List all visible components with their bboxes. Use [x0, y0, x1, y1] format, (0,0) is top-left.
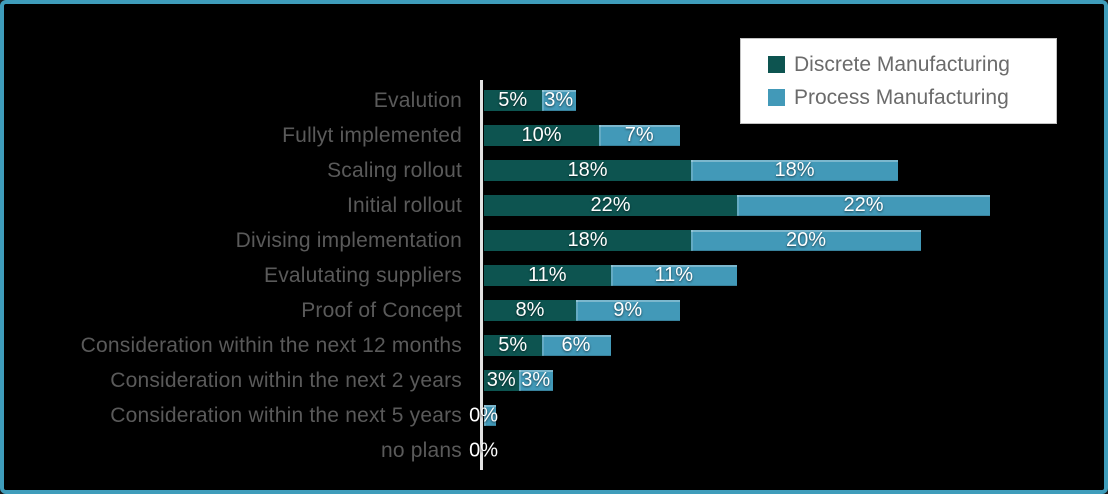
- discrete-bar-segment: 22%: [484, 194, 737, 216]
- chart-row: Consideration within the next 5 years 0%: [4, 398, 1104, 433]
- bar-track: 0%: [469, 404, 498, 426]
- category-label: Consideration within the next 12 months: [80, 334, 462, 357]
- process-bar-segment: 20%: [691, 229, 921, 251]
- chart-row: Evalution 5% 3%: [4, 83, 1104, 118]
- axis-baseline: [480, 80, 483, 470]
- category-label: Evalution: [373, 89, 462, 112]
- discrete-bar-segment: 3%: [484, 369, 519, 391]
- bar-value-label: 10%: [521, 124, 562, 146]
- bar-value-label: 5%: [498, 89, 528, 111]
- process-swatch-icon: [768, 89, 785, 106]
- process-bar-segment: 3%: [518, 369, 553, 391]
- bar-track: 3% 3%: [484, 369, 553, 391]
- discrete-swatch-icon: [768, 56, 785, 73]
- legend-label-discrete: Discrete Manufacturing: [794, 53, 1010, 76]
- process-bar-segment: [484, 405, 496, 426]
- bar-value-label: 18%: [567, 159, 608, 181]
- chart-row: Consideration within the next 2 years 3% 3…: [4, 363, 1104, 398]
- bar-value-label: 3%: [486, 369, 516, 391]
- bar-value-label: 3%: [521, 369, 551, 391]
- bar-track: 11% 11%: [484, 264, 737, 286]
- category-label: Consideration within the next 2 years: [110, 369, 462, 392]
- discrete-bar-segment: 8%: [484, 299, 576, 321]
- process-bar-segment: 7%: [599, 124, 680, 146]
- zero-value-label: 0%: [469, 439, 499, 461]
- bar-track: 5% 3%: [484, 89, 576, 111]
- bar-value-label: 9%: [613, 299, 643, 321]
- process-bar-segment: 22%: [737, 194, 990, 216]
- category-label: Initial rollout: [346, 194, 462, 217]
- process-bar-segment: 9%: [576, 299, 680, 321]
- bar-value-label: 7%: [624, 124, 654, 146]
- legend-label-process: Process Manufacturing: [794, 86, 1009, 109]
- bar-track: 22% 22%: [484, 194, 990, 216]
- category-label: Evalutating suppliers: [264, 264, 462, 287]
- chart-row: Evalutating suppliers 11% 11%: [4, 258, 1104, 293]
- discrete-bar-segment: 11%: [484, 264, 611, 286]
- category-label: Proof of Concept: [301, 299, 462, 322]
- bar-value-label: 11%: [527, 264, 567, 286]
- legend-item-process: Process Manufacturing: [768, 87, 1056, 108]
- bar-value-label: 5%: [498, 334, 528, 356]
- chart-row: Fullyt implemented 10% 7%: [4, 118, 1104, 153]
- bar-value-label: 8%: [515, 299, 545, 321]
- bar-value-label: 22%: [843, 194, 884, 216]
- bar-value-label: 18%: [774, 159, 815, 181]
- discrete-bar-segment: 18%: [484, 159, 691, 181]
- bar-value-label: 22%: [590, 194, 631, 216]
- discrete-bar-segment: 5%: [484, 334, 542, 356]
- bar-value-label: 20%: [785, 229, 827, 251]
- bar-track: 18% 20%: [484, 229, 921, 251]
- process-bar-segment: 18%: [691, 159, 898, 181]
- category-label: Divising implementation: [235, 229, 462, 252]
- legend: Discrete Manufacturing Process Manufactu…: [740, 38, 1057, 124]
- chart-row: Divising implementation 18% 20%: [4, 223, 1104, 258]
- bar-track: 10% 7%: [484, 124, 680, 146]
- bar-chart: Evalution 5% 3% Fullyt implemented 10% 7% Scal…: [4, 80, 1104, 470]
- zero-value-label: 0%: [469, 404, 499, 426]
- category-label: no plans: [381, 439, 462, 462]
- chart-row: Initial rollout 22% 22%: [4, 188, 1104, 223]
- chart-row: Proof of Concept 8% 9%: [4, 293, 1104, 328]
- chart-row: Consideration within the next 12 months 5…: [4, 328, 1104, 363]
- discrete-bar-segment: 10%: [484, 124, 599, 146]
- bar-value-label: 3%: [544, 89, 574, 111]
- bar-track: 5% 6%: [484, 334, 611, 356]
- process-bar-segment: 3%: [541, 89, 576, 111]
- legend-item-discrete: Discrete Manufacturing: [768, 54, 1056, 75]
- chart-row: Scaling rollout 18% 18%: [4, 153, 1104, 188]
- category-label: Consideration within the next 5 years: [110, 404, 462, 427]
- discrete-bar-segment: 5%: [484, 89, 542, 111]
- bar-value-label: 18%: [567, 229, 608, 251]
- bar-track: 18% 18%: [484, 159, 898, 181]
- process-bar-segment: 11%: [610, 264, 737, 286]
- bar-value-label: 11%: [654, 264, 694, 286]
- category-label: Fullyt implemented: [282, 124, 462, 147]
- bar-value-label: 6%: [561, 334, 591, 356]
- process-bar-segment: 6%: [541, 334, 611, 356]
- discrete-bar-segment: 18%: [484, 229, 691, 251]
- bar-track: 8% 9%: [484, 299, 680, 321]
- category-label: Scaling rollout: [327, 159, 462, 182]
- chart-row: no plans 0%: [4, 433, 1104, 468]
